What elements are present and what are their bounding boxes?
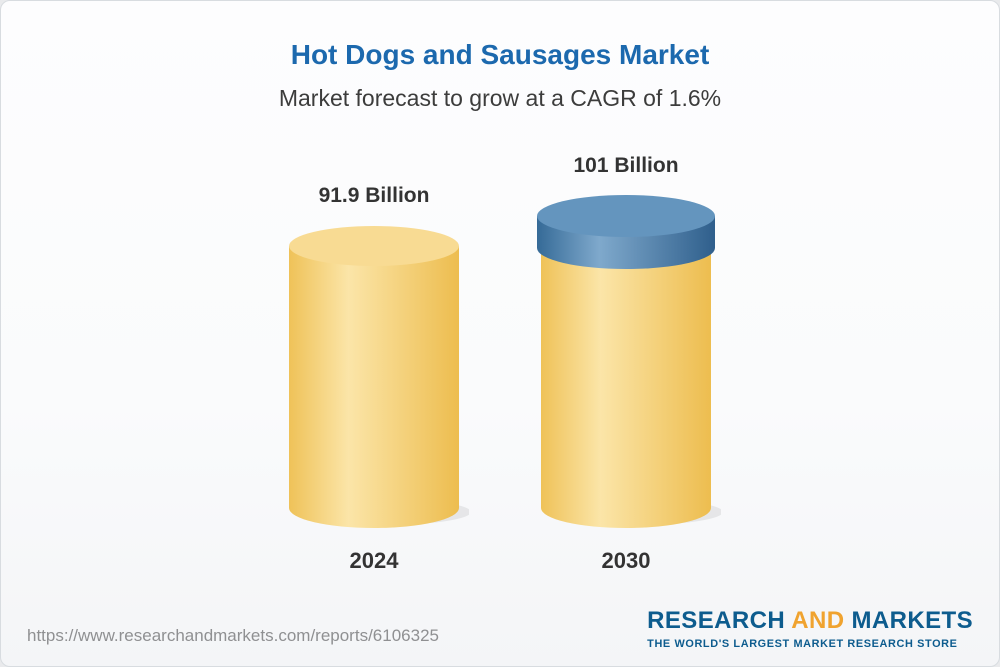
cylinder-body bbox=[289, 246, 459, 508]
report-url: https://www.researchandmarkets.com/repor… bbox=[27, 626, 439, 645]
value-label-2024: 91.9 Billion bbox=[318, 184, 430, 207]
category-label-2030: 2030 bbox=[601, 548, 651, 573]
research-and-markets-logo: RESEARCH AND MARKETS THE WORLD'S LARGEST… bbox=[647, 607, 973, 650]
cap-top bbox=[537, 195, 715, 237]
logo-word-research: RESEARCH bbox=[647, 607, 786, 634]
logo-word-and: AND bbox=[791, 607, 845, 634]
chart-area: 91.9 Billion 2024 101 Billion bbox=[1, 154, 999, 574]
bar-group-2030: 101 Billion bbox=[531, 154, 721, 574]
logo-wordmark: RESEARCH AND MARKETS bbox=[647, 607, 973, 635]
cylinder-2024 bbox=[289, 226, 469, 528]
chart-subtitle: Market forecast to grow at a CAGR of 1.6… bbox=[278, 85, 722, 111]
chart-title: Hot Dogs and Sausages Market bbox=[290, 39, 710, 70]
logo-tagline: THE WORLD'S LARGEST MARKET RESEARCH STOR… bbox=[647, 638, 958, 650]
bar-group-2024: 91.9 Billion 2024 bbox=[279, 184, 469, 574]
value-label-2030: 101 Billion bbox=[573, 154, 679, 177]
category-label-2024: 2024 bbox=[349, 548, 399, 573]
cylinder-2030 bbox=[537, 195, 721, 528]
logo-word-markets: MARKETS bbox=[851, 607, 973, 634]
cylinder-top bbox=[289, 226, 459, 266]
cylinder-body bbox=[541, 246, 711, 508]
